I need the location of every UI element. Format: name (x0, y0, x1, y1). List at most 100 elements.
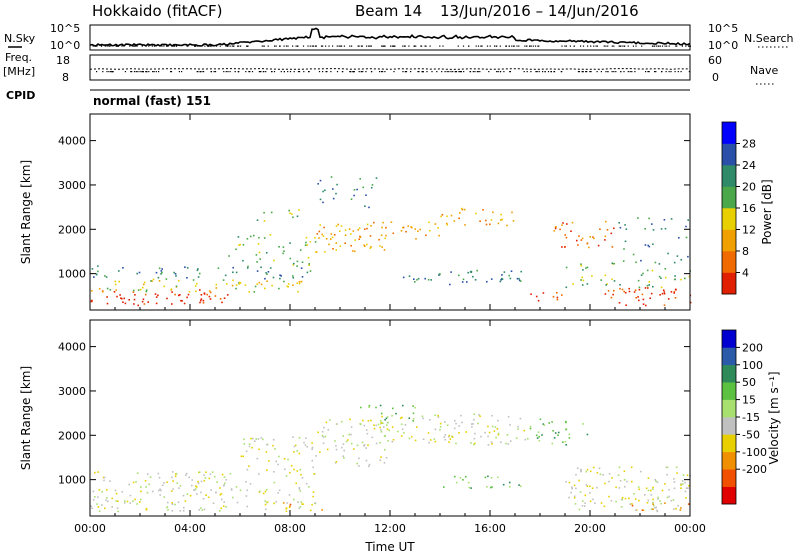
nsearch-point (657, 45, 659, 47)
nave-point (196, 71, 198, 73)
scatter-point (181, 300, 183, 302)
scatter-point (424, 277, 426, 280)
nsearch-point (429, 45, 431, 47)
nsearch-point (94, 45, 96, 47)
scatter-point (553, 437, 556, 439)
scatter-point (415, 238, 417, 240)
nsearch-point (393, 45, 396, 47)
scatter-point (568, 481, 571, 484)
x-tick-label: 16:00 (474, 522, 506, 535)
colorbar-tick-label: 28 (742, 138, 756, 151)
nsearch-point (153, 45, 155, 47)
scatter-point (171, 303, 173, 305)
scatter-point (121, 297, 123, 300)
scatter-point (220, 492, 223, 495)
scatter-point (400, 423, 403, 425)
scatter-point (292, 264, 295, 266)
nave-point (352, 71, 354, 73)
scatter-point (318, 230, 321, 233)
scatter-point (158, 267, 161, 270)
scatter-point (638, 299, 640, 302)
scatter-point (381, 246, 383, 248)
scatter-point (287, 286, 289, 288)
scatter-point (437, 416, 440, 418)
scatter-point (684, 481, 686, 484)
scatter-point (232, 271, 234, 274)
scatter-point (287, 458, 289, 461)
scatter-point (497, 419, 499, 422)
scatter-point (664, 227, 667, 230)
scatter-point (628, 497, 630, 500)
scatter-point (624, 224, 626, 226)
scatter-point (606, 229, 609, 231)
nsearch-point (659, 45, 661, 47)
scatter-point (568, 433, 571, 436)
scatter-point (296, 282, 298, 284)
scatter-point (225, 283, 228, 285)
scatter-point (272, 438, 275, 441)
nsearch-point (134, 45, 136, 47)
scatter-point (265, 252, 268, 254)
scatter-point (187, 293, 190, 296)
scatter-point (124, 500, 126, 502)
scatter-point (184, 500, 187, 502)
scatter-point (299, 490, 302, 492)
scatter-point (122, 267, 124, 269)
scatter-point (515, 437, 518, 439)
nsearch-point (96, 45, 98, 47)
scatter-point (474, 442, 476, 445)
scatter-point (175, 473, 178, 475)
scatter-point (680, 278, 682, 281)
scatter-point (358, 457, 360, 460)
colorbar-swatch (722, 208, 736, 230)
scatter-point (304, 444, 307, 446)
scatter-point (343, 449, 345, 452)
scatter-point (470, 442, 472, 444)
nave-point (450, 71, 452, 73)
scatter-point (648, 284, 650, 286)
scatter-point (670, 499, 673, 502)
nave-point (265, 71, 267, 73)
scatter-point (619, 226, 622, 229)
scatter-point (626, 480, 628, 483)
scatter-point (663, 304, 666, 306)
scatter-point (235, 271, 238, 274)
colorbar-swatch (722, 330, 736, 348)
scatter-point (203, 474, 205, 476)
nsearch-point (368, 45, 370, 47)
scatter-point (585, 267, 587, 269)
scatter-point (444, 421, 446, 423)
scatter-point (479, 220, 481, 222)
nsearch-point (211, 45, 213, 47)
nsearch-point (360, 45, 362, 47)
scatter-point (400, 435, 403, 437)
scatter-point (269, 267, 272, 269)
nsearch-point (366, 45, 368, 47)
scatter-point (392, 407, 394, 410)
nave-point (146, 71, 148, 73)
scatter-point (633, 493, 635, 495)
scatter-point (467, 481, 470, 484)
nsearch-point (632, 45, 634, 47)
scatter-point (242, 259, 244, 262)
scatter-point (307, 256, 310, 259)
scatter-point (282, 502, 285, 504)
scatter-point (287, 283, 290, 285)
nsearch-point (315, 45, 317, 47)
scatter-point (266, 443, 268, 446)
scatter-point (362, 186, 364, 189)
scatter-point (339, 230, 341, 232)
scatter-point (412, 417, 415, 420)
nsearch-point (332, 45, 334, 47)
nsearch-point (603, 45, 605, 47)
scatter-point (509, 440, 512, 442)
nave-point (379, 71, 381, 73)
scatter-point (178, 487, 180, 489)
scatter-point (333, 234, 336, 236)
scatter-point (301, 276, 304, 278)
scatter-point (564, 234, 566, 236)
station-title: Hokkaido (fitACF) (92, 2, 223, 20)
colorbar-tick-label: 15 (742, 394, 756, 407)
scatter-point (177, 279, 180, 282)
nsearch-point (263, 45, 265, 47)
